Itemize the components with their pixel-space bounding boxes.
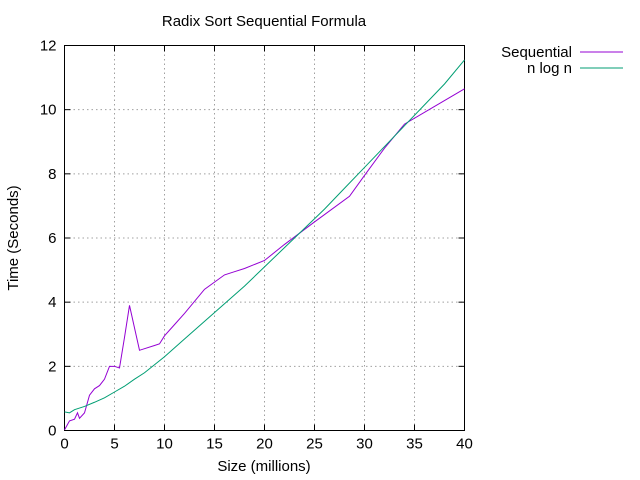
sequential-line bbox=[64, 88, 465, 431]
legend-label-sequential: Sequential bbox=[501, 44, 572, 61]
series-group bbox=[64, 59, 465, 431]
grid bbox=[64, 45, 465, 431]
legend-label-nlogn: n log n bbox=[527, 60, 572, 77]
x-tick-label: 15 bbox=[206, 436, 223, 453]
legend: Sequential n log n bbox=[501, 44, 623, 77]
y-tick-label: 2 bbox=[48, 358, 56, 375]
y-tick-label: 10 bbox=[40, 102, 57, 119]
y-tick-label: 6 bbox=[48, 230, 56, 247]
y-axis-label: Time (Seconds) bbox=[5, 185, 22, 290]
x-tick-label: 0 bbox=[60, 436, 68, 453]
x-tick-label: 5 bbox=[110, 436, 118, 453]
x-tick-label: 10 bbox=[156, 436, 173, 453]
y-tick-label: 0 bbox=[48, 423, 56, 440]
x-tick-label: 30 bbox=[356, 436, 373, 453]
chart-title: Radix Sort Sequential Formula bbox=[162, 13, 367, 30]
nlogn-line bbox=[64, 59, 465, 414]
x-axis-label: Size (millions) bbox=[217, 458, 310, 475]
y-tick-label: 8 bbox=[48, 166, 56, 183]
y-tick-label: 12 bbox=[40, 38, 57, 55]
x-tick-label: 40 bbox=[456, 436, 473, 453]
axis-ticks: 0 5 10 15 20 25 30 35 40 0 2 4 6 8 10 12 bbox=[40, 38, 473, 453]
y-tick-label: 4 bbox=[48, 294, 56, 311]
x-tick-label: 25 bbox=[306, 436, 323, 453]
x-tick-label: 20 bbox=[256, 436, 273, 453]
x-tick-label: 35 bbox=[406, 436, 423, 453]
